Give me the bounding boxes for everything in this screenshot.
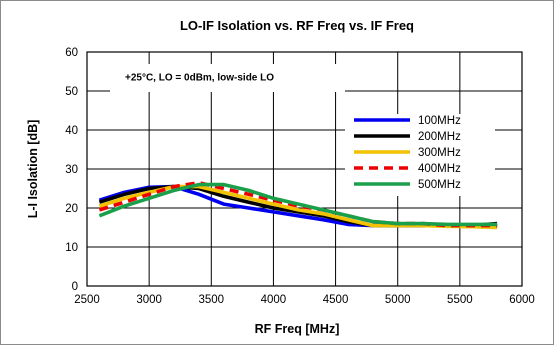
y-tick-labels: 0 10 20 30 40 50 60: [65, 47, 78, 293]
series-layer: [98, 180, 498, 230]
y-tick-label: 50: [65, 86, 78, 98]
x-tick-label: 4500: [323, 294, 349, 306]
legend: 100MHz 200MHz 300MHz 400MHz 500MHz: [354, 115, 461, 191]
plot-area: [86, 51, 523, 287]
conditions-annotation: +25°C, LO = 0dBm, low-side LO: [125, 73, 274, 84]
annotation-box: [110, 64, 345, 92]
chart-title: LO-IF Isolation vs. RF Freq vs. IF Freq: [180, 18, 414, 33]
x-axis-title: RF Freq [MHz]: [255, 322, 340, 336]
y-tick-label: 0: [72, 281, 78, 293]
series-line-300MHz: [98, 184, 498, 230]
y-tick-label: 40: [65, 125, 78, 137]
x-tick-label: 6000: [509, 294, 535, 306]
legend-label: 500MHz: [418, 179, 461, 191]
x-tick-label: 3500: [198, 294, 224, 306]
series-line-500MHz: [98, 182, 498, 227]
legend-label: 100MHz: [418, 115, 461, 127]
x-tick-label: 4000: [261, 294, 287, 306]
legend-label: 300MHz: [418, 147, 461, 159]
x-tick-label: 5500: [447, 294, 473, 306]
y-tick-label: 10: [65, 242, 78, 254]
y-tick-label: 30: [65, 164, 78, 176]
x-tick-label: 3000: [136, 294, 162, 306]
y-tick-label: 60: [65, 47, 78, 59]
x-tick-label: 2500: [74, 294, 100, 306]
y-axis-title: L-I Isolation [dB]: [26, 120, 40, 219]
legend-label: 400MHz: [418, 163, 461, 175]
legend-label: 200MHz: [418, 131, 461, 143]
x-tick-label: 5000: [385, 294, 411, 306]
y-tick-label: 20: [65, 203, 78, 215]
x-tick-labels: 2500 3000 3500 4000 4500 5000 5500 6000: [74, 294, 535, 306]
